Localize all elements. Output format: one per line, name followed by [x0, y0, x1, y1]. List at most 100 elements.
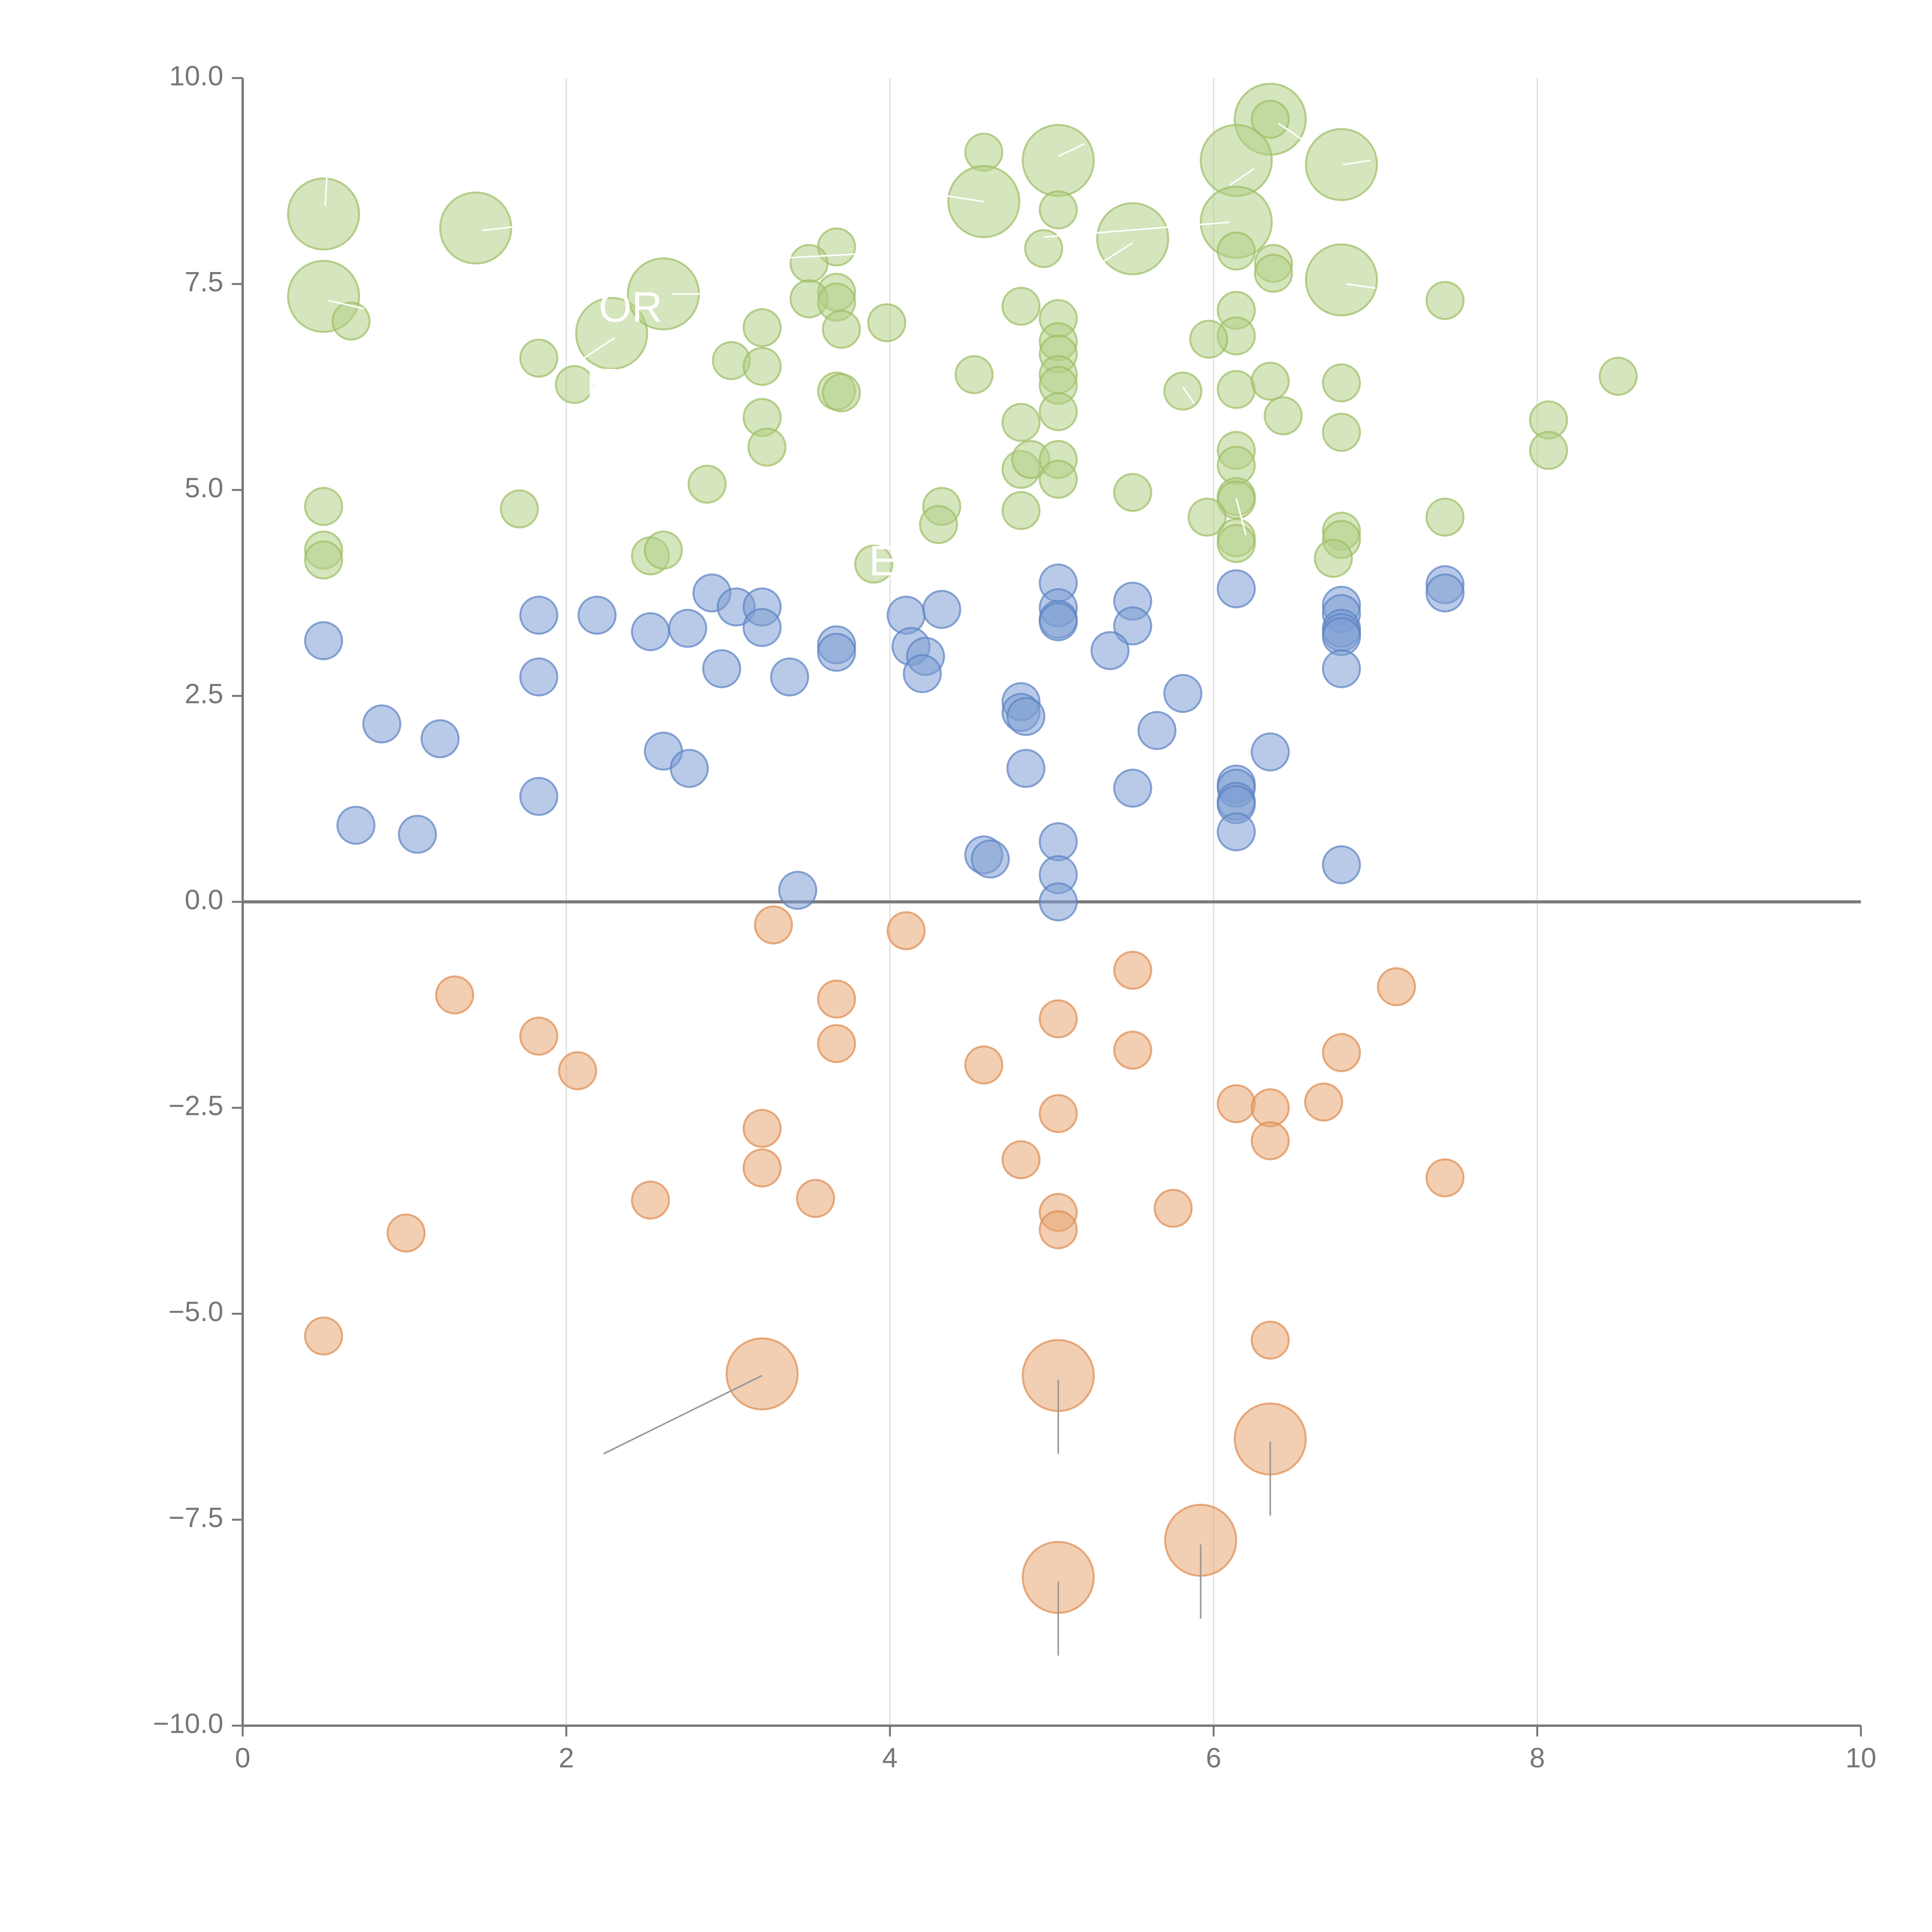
green-bubble-31: [1022, 124, 1095, 197]
orange-bubble-16: [304, 1316, 343, 1356]
blue-bubble-10: [668, 609, 707, 648]
blue-bubble-32: [971, 839, 1010, 879]
blue-bubble-2: [336, 806, 376, 845]
green-bubble-66: [1163, 371, 1202, 411]
green-bubble-32: [1039, 190, 1078, 230]
leader-line-15: [1235, 498, 1247, 536]
green-bubble-69: [1264, 396, 1303, 435]
blue-bubble-5: [519, 595, 558, 635]
bubble-label-1: IB: [586, 360, 626, 408]
green-bubble-1: [439, 191, 512, 265]
leader-line-3: [577, 337, 616, 363]
x-tick-label-10: 10: [1845, 1743, 1876, 1774]
blue-bubble-39: [1039, 882, 1078, 922]
orange-bubble-25: [1304, 1082, 1344, 1122]
orange-bubble-13: [631, 1180, 670, 1220]
green-bubble-14: [867, 303, 906, 342]
blue-bubble-21: [817, 633, 856, 672]
green-bubble-6: [519, 338, 558, 378]
green-bubble-47: [1039, 459, 1078, 499]
green-bubble-9: [789, 244, 829, 283]
leader-line-8: [1043, 221, 1230, 238]
blue-bubble-47: [1250, 732, 1290, 772]
blue-bubble-7: [519, 777, 558, 816]
green-bubble-81: [1314, 539, 1353, 578]
green-bubble-58: [1216, 231, 1256, 271]
green-bubble-22: [687, 464, 727, 504]
blue-bubble-45: [1113, 769, 1152, 808]
y-tick-label-1: 7.5: [185, 267, 223, 298]
leader-line-16: [603, 1375, 763, 1455]
x-tick-label-0: 0: [235, 1743, 250, 1774]
orange-bubble-28: [1425, 1158, 1465, 1197]
green-bubble-34: [1096, 202, 1169, 276]
blue-bubble-29: [1006, 697, 1046, 736]
orange-bubble-6: [817, 1024, 856, 1063]
leader-line-14: [1182, 386, 1195, 404]
y-tick-label-7: −7.5: [168, 1502, 223, 1533]
green-bubble-76: [1187, 497, 1227, 537]
blue-bubble-1: [362, 704, 401, 743]
leader-line-11: [1278, 122, 1303, 141]
orange-bubble-9: [1113, 951, 1152, 990]
blue-bubble-4: [420, 719, 460, 759]
blue-bubble-43: [1163, 674, 1202, 713]
blue-bubble-52: [1216, 812, 1256, 852]
orange-bubble-22: [1216, 1084, 1256, 1123]
blue-bubble-8: [577, 595, 617, 635]
orange-bubble-24: [1250, 1121, 1290, 1160]
leader-line-7: [1058, 143, 1085, 157]
orange-bubble-23: [1250, 1088, 1290, 1128]
orange-bubble-26: [1322, 1033, 1361, 1072]
y-tick-label-8: −10.0: [153, 1708, 223, 1739]
green-bubble-62: [1425, 281, 1465, 320]
green-bubble-52: [854, 544, 893, 584]
bubble-labels: OR IB EA: [586, 283, 926, 585]
orange-bubble-29: [1250, 1320, 1290, 1360]
green-bubble-28: [500, 489, 539, 529]
leader-line-5: [760, 252, 882, 260]
orange-bubble-1: [886, 911, 926, 951]
leader-line-6: [930, 192, 984, 202]
green-bubble-13: [822, 310, 861, 349]
green-bubble-7: [555, 365, 594, 404]
orange-bubble-27: [1377, 967, 1416, 1007]
leader-line-12: [1343, 160, 1371, 165]
green-bubble-60: [1254, 253, 1293, 293]
green-bubble-84: [1529, 431, 1568, 470]
orange-bubble-12: [742, 1148, 782, 1188]
x-tick-label-2: 2: [559, 1743, 574, 1774]
orange-bubble-30: [725, 1337, 799, 1411]
y-tick-label-4: 0.0: [185, 884, 223, 915]
green-bubble-54: [1250, 100, 1290, 139]
x-tick-label-4: 4: [882, 1743, 898, 1774]
y-tick-label-6: −5.0: [168, 1296, 223, 1327]
y-tick-label-0: 10.0: [169, 61, 223, 92]
green-bubble-33: [1024, 229, 1063, 268]
bubbles: [287, 83, 1638, 1614]
green-bubble-17: [742, 347, 782, 386]
green-bubble-49: [919, 505, 958, 544]
green-bubble-65: [1189, 320, 1228, 359]
leader-line-10: [1229, 168, 1255, 186]
leader-line-2: [328, 299, 364, 310]
x-tick-label-8: 8: [1529, 1743, 1545, 1774]
axes: 0 2 4 6 8 10 10.0 7.5 5.0 2.5 0.0 −2.5 −5.0 −7.5 −10.0: [153, 61, 1876, 1774]
green-bubble-0: [287, 177, 360, 251]
blue-bubble-36: [1039, 602, 1078, 641]
green-bubble-35: [1001, 287, 1041, 326]
orange-bubble-8: [1039, 999, 1078, 1039]
green-bubble-15: [742, 308, 782, 347]
orange-bubble-2: [435, 975, 474, 1015]
green-bubble-57: [1305, 128, 1378, 201]
leader-line-0: [324, 177, 328, 206]
green-bubble-55: [1199, 124, 1273, 197]
orange-bubble-10: [1113, 1031, 1152, 1070]
blue-bubble-30: [1006, 749, 1046, 788]
green-bubble-70: [1322, 363, 1361, 403]
blue-bubble-42: [1090, 631, 1130, 670]
blue-bubble-41: [1113, 606, 1152, 646]
orange-bubble-18: [1039, 1094, 1078, 1133]
blue-bubble-6: [519, 657, 558, 697]
